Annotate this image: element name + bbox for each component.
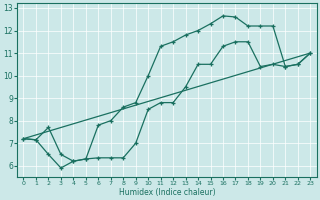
X-axis label: Humidex (Indice chaleur): Humidex (Indice chaleur)	[119, 188, 215, 197]
